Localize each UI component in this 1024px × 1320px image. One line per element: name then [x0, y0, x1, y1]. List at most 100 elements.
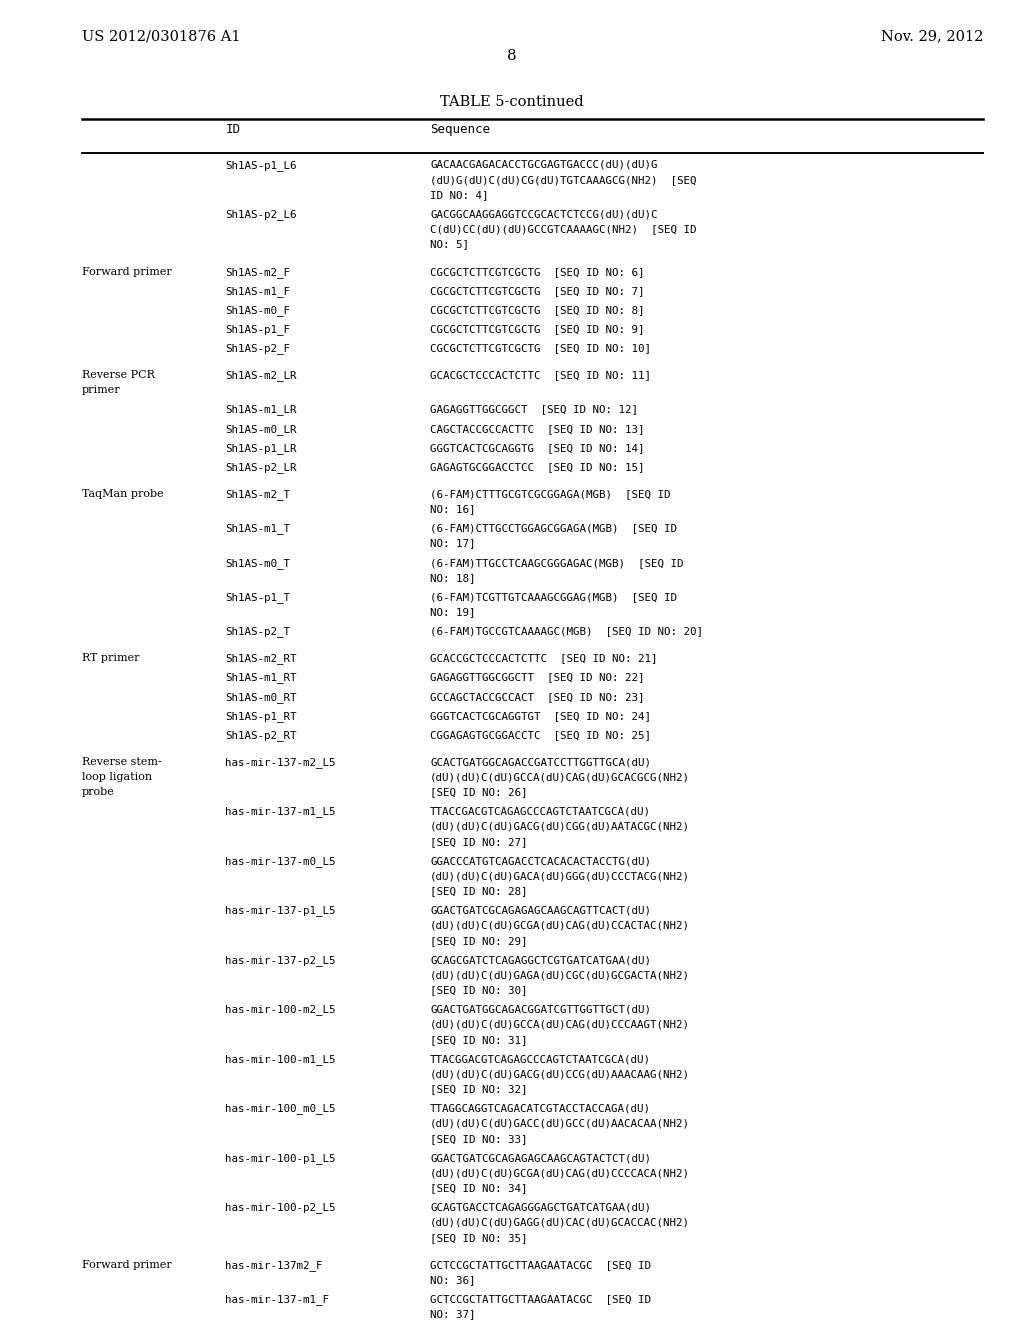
Text: NO: 36]: NO: 36] — [430, 1275, 475, 1286]
Text: Sh1AS-p1_L6: Sh1AS-p1_L6 — [225, 160, 297, 170]
Text: CGCGCTCTTCGTCGCTG  [SEQ ID NO: 7]: CGCGCTCTTCGTCGCTG [SEQ ID NO: 7] — [430, 286, 644, 296]
Text: Sh1AS-m2_RT: Sh1AS-m2_RT — [225, 653, 297, 664]
Text: US 2012/0301876 A1: US 2012/0301876 A1 — [82, 29, 241, 44]
Text: RT primer: RT primer — [82, 653, 139, 664]
Text: GACGGCAAGGAGGTCCGCACTCTCCG(dU)(dU)C: GACGGCAAGGAGGTCCGCACTCTCCG(dU)(dU)C — [430, 209, 657, 219]
Text: (dU)G(dU)C(dU)CG(dU)TGTCAAAGCG(NH2)  [SEQ: (dU)G(dU)C(dU)CG(dU)TGTCAAAGCG(NH2) [SEQ — [430, 174, 696, 185]
Text: [SEQ ID NO: 26]: [SEQ ID NO: 26] — [430, 787, 527, 797]
Text: Sh1AS-m2_F: Sh1AS-m2_F — [225, 267, 290, 277]
Text: CAGCTACCGCCACTTC  [SEQ ID NO: 13]: CAGCTACCGCCACTTC [SEQ ID NO: 13] — [430, 424, 644, 434]
Text: loop ligation: loop ligation — [82, 772, 152, 783]
Text: Nov. 29, 2012: Nov. 29, 2012 — [881, 29, 983, 44]
Text: (dU)(dU)C(dU)GCGA(dU)CAG(dU)CCACTAC(NH2): (dU)(dU)C(dU)GCGA(dU)CAG(dU)CCACTAC(NH2) — [430, 920, 690, 931]
Text: (dU)(dU)C(dU)GACG(dU)CGG(dU)AATACGC(NH2): (dU)(dU)C(dU)GACG(dU)CGG(dU)AATACGC(NH2) — [430, 821, 690, 832]
Text: [SEQ ID NO: 34]: [SEQ ID NO: 34] — [430, 1183, 527, 1193]
Text: GGACTGATCGCAGAGAGCAAGCAGTTCACT(dU): GGACTGATCGCAGAGAGCAAGCAGTTCACT(dU) — [430, 906, 651, 916]
Text: Reverse stem-: Reverse stem- — [82, 756, 162, 767]
Text: TTACCGACGTCAGAGCCCAGTCTAATCGCA(dU): TTACCGACGTCAGAGCCCAGTCTAATCGCA(dU) — [430, 807, 651, 817]
Text: has-mir-137m2_F: has-mir-137m2_F — [225, 1259, 323, 1271]
Text: [SEQ ID NO: 31]: [SEQ ID NO: 31] — [430, 1035, 527, 1045]
Text: NO: 16]: NO: 16] — [430, 504, 475, 515]
Text: GCACTGATGGCAGACCGATCCTTGGTTGCA(dU): GCACTGATGGCAGACCGATCCTTGGTTGCA(dU) — [430, 756, 651, 767]
Text: GGACTGATCGCAGAGAGCAAGCAGTACTCT(dU): GGACTGATCGCAGAGAGCAAGCAGTACTCT(dU) — [430, 1152, 651, 1163]
Text: [SEQ ID NO: 30]: [SEQ ID NO: 30] — [430, 985, 527, 995]
Text: Sh1AS-p2_LR: Sh1AS-p2_LR — [225, 462, 297, 473]
Text: GAGAGTGCGGACCTCC  [SEQ ID NO: 15]: GAGAGTGCGGACCTCC [SEQ ID NO: 15] — [430, 462, 644, 473]
Text: Sh1AS-p2_F: Sh1AS-p2_F — [225, 343, 290, 354]
Text: NO: 17]: NO: 17] — [430, 539, 475, 549]
Text: NO: 37]: NO: 37] — [430, 1309, 475, 1320]
Text: (dU)(dU)C(dU)GCCA(dU)CAG(dU)GCACGCG(NH2): (dU)(dU)C(dU)GCCA(dU)CAG(dU)GCACGCG(NH2) — [430, 772, 690, 783]
Text: C(dU)CC(dU)(dU)GCCGTCAAAAGC(NH2)  [SEQ ID: C(dU)CC(dU)(dU)GCCGTCAAAAGC(NH2) [SEQ ID — [430, 224, 696, 235]
Text: (dU)(dU)C(dU)GAGA(dU)CGC(dU)GCGACTA(NH2): (dU)(dU)C(dU)GAGA(dU)CGC(dU)GCGACTA(NH2) — [430, 970, 690, 981]
Text: (6-FAM)CTTTGCGTCGCGGAGA(MGB)  [SEQ ID: (6-FAM)CTTTGCGTCGCGGAGA(MGB) [SEQ ID — [430, 488, 671, 499]
Text: Sh1AS-m2_LR: Sh1AS-m2_LR — [225, 370, 297, 381]
Text: (dU)(dU)C(dU)GAGG(dU)CAC(dU)GCACCAC(NH2): (dU)(dU)C(dU)GAGG(dU)CAC(dU)GCACCAC(NH2) — [430, 1217, 690, 1228]
Text: (6-FAM)CTTGCCTGGAGCGGAGA(MGB)  [SEQ ID: (6-FAM)CTTGCCTGGAGCGGAGA(MGB) [SEQ ID — [430, 523, 677, 533]
Text: Sh1AS-p1_RT: Sh1AS-p1_RT — [225, 710, 297, 722]
Text: GAGAGGTTGGCGGCT  [SEQ ID NO: 12]: GAGAGGTTGGCGGCT [SEQ ID NO: 12] — [430, 404, 638, 414]
Text: Sh1AS-p1_T: Sh1AS-p1_T — [225, 591, 290, 603]
Text: has-mir-137-m1_F: has-mir-137-m1_F — [225, 1294, 330, 1305]
Text: [SEQ ID NO: 27]: [SEQ ID NO: 27] — [430, 837, 527, 847]
Text: has-mir-137-m1_L5: has-mir-137-m1_L5 — [225, 807, 336, 817]
Text: (6-FAM)TGCCGTCAAAAGC(MGB)  [SEQ ID NO: 20]: (6-FAM)TGCCGTCAAAAGC(MGB) [SEQ ID NO: 20… — [430, 626, 703, 636]
Text: Sh1AS-p2_RT: Sh1AS-p2_RT — [225, 730, 297, 741]
Text: Sh1AS-p2_T: Sh1AS-p2_T — [225, 626, 290, 638]
Text: Forward primer: Forward primer — [82, 267, 172, 277]
Text: (6-FAM)TTGCCTCAAGCGGGAGAC(MGB)  [SEQ ID: (6-FAM)TTGCCTCAAGCGGGAGAC(MGB) [SEQ ID — [430, 557, 684, 568]
Text: GCACGCTCCCACTCTTC  [SEQ ID NO: 11]: GCACGCTCCCACTCTTC [SEQ ID NO: 11] — [430, 370, 651, 380]
Text: CGCGCTCTTCGTCGCTG  [SEQ ID NO: 9]: CGCGCTCTTCGTCGCTG [SEQ ID NO: 9] — [430, 323, 644, 334]
Text: Sh1AS-m0_RT: Sh1AS-m0_RT — [225, 692, 297, 702]
Text: Sh1AS-m0_F: Sh1AS-m0_F — [225, 305, 290, 315]
Text: probe: probe — [82, 787, 115, 797]
Text: GCACCGCTCCCACTCTTC  [SEQ ID NO: 21]: GCACCGCTCCCACTCTTC [SEQ ID NO: 21] — [430, 653, 657, 664]
Text: (dU)(dU)C(dU)GCGA(dU)CAG(dU)CCCCACA(NH2): (dU)(dU)C(dU)GCGA(dU)CAG(dU)CCCCACA(NH2) — [430, 1168, 690, 1179]
Text: TaqMan probe: TaqMan probe — [82, 488, 164, 499]
Text: GCCAGCTACCGCCACT  [SEQ ID NO: 23]: GCCAGCTACCGCCACT [SEQ ID NO: 23] — [430, 692, 644, 702]
Text: Reverse PCR: Reverse PCR — [82, 370, 155, 380]
Text: GCAGCGATCTCAGAGGCTCGTGATCATGAA(dU): GCAGCGATCTCAGAGGCTCGTGATCATGAA(dU) — [430, 954, 651, 965]
Text: TTACGGACGTCAGAGCCCAGTCTAATCGCA(dU): TTACGGACGTCAGAGCCCAGTCTAATCGCA(dU) — [430, 1053, 651, 1064]
Text: GCAGTGACCTCAGAGGGAGCTGATCATGAA(dU): GCAGTGACCTCAGAGGGAGCTGATCATGAA(dU) — [430, 1203, 651, 1213]
Text: has-mir-137-m0_L5: has-mir-137-m0_L5 — [225, 855, 336, 867]
Text: NO: 18]: NO: 18] — [430, 573, 475, 583]
Text: 8: 8 — [507, 49, 517, 63]
Text: has-mir-137-p1_L5: has-mir-137-p1_L5 — [225, 906, 336, 916]
Text: ID NO: 4]: ID NO: 4] — [430, 190, 488, 201]
Text: (6-FAM)TCGTTGTCAAAGCGGAG(MGB)  [SEQ ID: (6-FAM)TCGTTGTCAAAGCGGAG(MGB) [SEQ ID — [430, 591, 677, 602]
Text: CGCGCTCTTCGTCGCTG  [SEQ ID NO: 6]: CGCGCTCTTCGTCGCTG [SEQ ID NO: 6] — [430, 267, 644, 277]
Text: [SEQ ID NO: 35]: [SEQ ID NO: 35] — [430, 1233, 527, 1243]
Text: CGCGCTCTTCGTCGCTG  [SEQ ID NO: 10]: CGCGCTCTTCGTCGCTG [SEQ ID NO: 10] — [430, 343, 651, 354]
Text: Sh1AS-p1_F: Sh1AS-p1_F — [225, 323, 290, 335]
Text: Sh1AS-m0_T: Sh1AS-m0_T — [225, 557, 290, 569]
Text: CGGAGAGTGCGGACCTC  [SEQ ID NO: 25]: CGGAGAGTGCGGACCTC [SEQ ID NO: 25] — [430, 730, 651, 741]
Text: Sh1AS-m1_LR: Sh1AS-m1_LR — [225, 404, 297, 416]
Text: GCTCCGCTATTGCTTAAGAATACGC  [SEQ ID: GCTCCGCTATTGCTTAAGAATACGC [SEQ ID — [430, 1259, 651, 1270]
Text: has-mir-100-m1_L5: has-mir-100-m1_L5 — [225, 1053, 336, 1065]
Text: has-mir-100-p1_L5: has-mir-100-p1_L5 — [225, 1152, 336, 1164]
Text: [SEQ ID NO: 33]: [SEQ ID NO: 33] — [430, 1134, 527, 1144]
Text: Forward primer: Forward primer — [82, 1259, 172, 1270]
Text: Sh1AS-m1_T: Sh1AS-m1_T — [225, 523, 290, 535]
Text: has-mir-137-m2_L5: has-mir-137-m2_L5 — [225, 756, 336, 768]
Text: Sh1AS-m1_RT: Sh1AS-m1_RT — [225, 672, 297, 684]
Text: Sh1AS-p1_LR: Sh1AS-p1_LR — [225, 442, 297, 454]
Text: (dU)(dU)C(dU)GACA(dU)GGG(dU)CCCTACG(NH2): (dU)(dU)C(dU)GACA(dU)GGG(dU)CCCTACG(NH2) — [430, 871, 690, 882]
Text: [SEQ ID NO: 32]: [SEQ ID NO: 32] — [430, 1084, 527, 1094]
Text: Sh1AS-p2_L6: Sh1AS-p2_L6 — [225, 209, 297, 220]
Text: GGGTCACTCGCAGGTG  [SEQ ID NO: 14]: GGGTCACTCGCAGGTG [SEQ ID NO: 14] — [430, 442, 644, 453]
Text: GACAACGAGACACCTGCGAGTGACCC(dU)(dU)G: GACAACGAGACACCTGCGAGTGACCC(dU)(dU)G — [430, 160, 657, 170]
Text: NO: 19]: NO: 19] — [430, 607, 475, 618]
Text: has-mir-100-m2_L5: has-mir-100-m2_L5 — [225, 1005, 336, 1015]
Text: GGACCCATGTCAGACCTCACACACTACCTG(dU): GGACCCATGTCAGACCTCACACACTACCTG(dU) — [430, 855, 651, 866]
Text: has-mir-100_m0_L5: has-mir-100_m0_L5 — [225, 1104, 336, 1114]
Text: Sh1AS-m2_T: Sh1AS-m2_T — [225, 488, 290, 500]
Text: GAGAGGTTGGCGGCTT  [SEQ ID NO: 22]: GAGAGGTTGGCGGCTT [SEQ ID NO: 22] — [430, 672, 644, 682]
Text: [SEQ ID NO: 29]: [SEQ ID NO: 29] — [430, 936, 527, 946]
Text: Sequence: Sequence — [430, 123, 490, 136]
Text: primer: primer — [82, 385, 121, 396]
Text: GGACTGATGGCAGACGGATCGTTGGTTGCT(dU): GGACTGATGGCAGACGGATCGTTGGTTGCT(dU) — [430, 1005, 651, 1015]
Text: has-mir-137-p2_L5: has-mir-137-p2_L5 — [225, 954, 336, 966]
Text: (dU)(dU)C(dU)GCCA(dU)CAG(dU)CCCAAGT(NH2): (dU)(dU)C(dU)GCCA(dU)CAG(dU)CCCAAGT(NH2) — [430, 1019, 690, 1030]
